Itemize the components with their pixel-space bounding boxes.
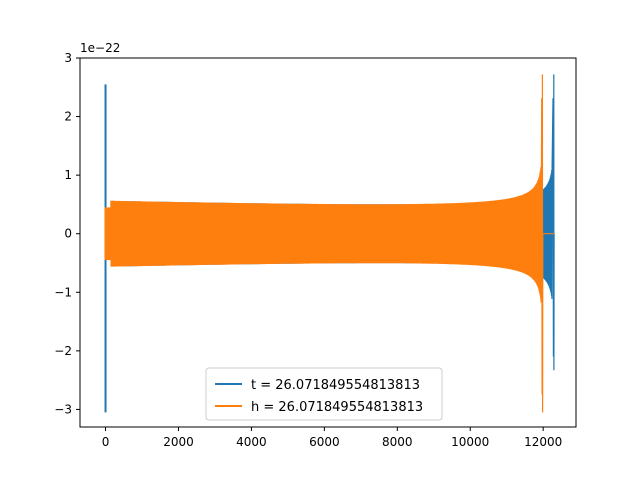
y-tick-label: 3	[64, 51, 72, 65]
x-tick-label: 8000	[382, 435, 413, 449]
series-1	[104, 74, 554, 413]
y-offset-label: 1e−22	[80, 41, 120, 55]
y-tick-label: 2	[64, 110, 72, 124]
y-axis: −3 −2 −1 0 1 2 3	[54, 51, 80, 416]
axes-frame	[79, 57, 577, 428]
x-tick-label: 6000	[309, 435, 340, 449]
legend: t = 26.071849554813813 h = 26.0718495548…	[205, 367, 443, 421]
legend-box	[205, 367, 443, 421]
x-tick-label: 12000	[524, 435, 562, 449]
y-tick-label: 1	[64, 168, 72, 182]
y-tick-label: 0	[64, 227, 72, 241]
y-tick-label: −2	[54, 344, 72, 358]
series-line	[110, 74, 554, 413]
transient-ringdown	[104, 207, 121, 261]
x-tick-label: 0	[102, 435, 110, 449]
legend-label-h: h = 26.071849554813813	[251, 400, 423, 415]
plot-area	[104, 74, 555, 413]
y-tick-label: −3	[54, 402, 72, 416]
x-tick-label: 2000	[163, 435, 194, 449]
legend-label-t: t = 26.071849554813813	[251, 378, 420, 393]
x-axis: 0 2000 4000 6000 8000 10000 12000	[102, 427, 562, 449]
x-tick-label: 4000	[236, 435, 267, 449]
series-layer	[104, 74, 555, 413]
x-tick-label: 10000	[451, 435, 489, 449]
y-tick-label: −1	[54, 285, 72, 299]
